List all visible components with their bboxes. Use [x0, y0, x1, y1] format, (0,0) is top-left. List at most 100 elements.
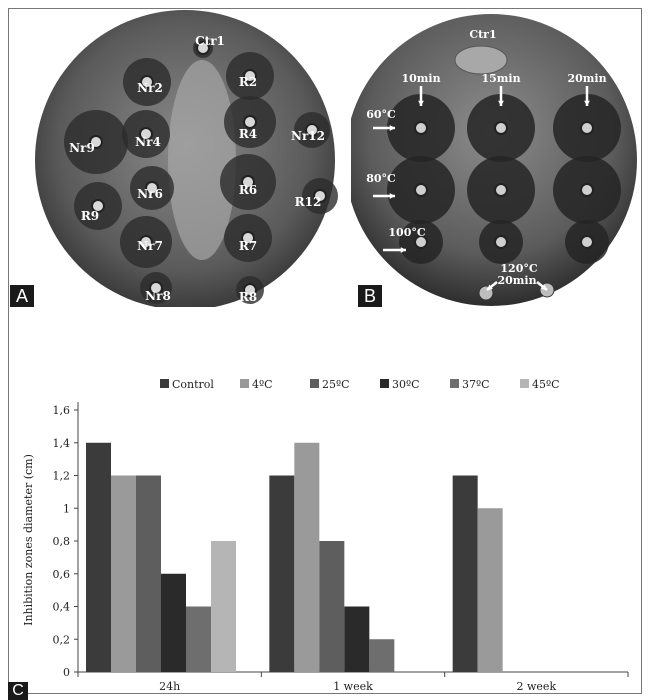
plate-b-label: 80°C [366, 172, 396, 185]
legend-label: 25ºC [322, 378, 350, 391]
well-a-8 [145, 181, 159, 195]
well-b [580, 235, 594, 249]
well-a-13 [241, 231, 255, 245]
plate-a-label: Nr4 [135, 135, 161, 149]
well-b [494, 121, 508, 135]
plate-a-label: R8 [239, 290, 257, 304]
y-tick-label: 1,6 [53, 404, 71, 417]
arrow-head [389, 193, 395, 199]
bar-45ºC-24h [211, 541, 236, 672]
legend-swatch [380, 379, 389, 388]
x-tick-label: 2 week [517, 680, 557, 693]
bar-Control-1 week [269, 475, 295, 672]
x-tick-label: 1 week [333, 680, 373, 693]
legend-swatch [240, 379, 249, 388]
plate-a-label: Ctr1 [195, 34, 225, 48]
legend-label: 4ºC [252, 378, 273, 391]
bar-4ºC-24h [111, 475, 136, 672]
arrow-head [584, 100, 590, 106]
y-tick-label: 0,8 [53, 535, 71, 548]
y-tick-label: 0,2 [53, 633, 71, 646]
plate-a-label: R4 [239, 127, 257, 141]
well-b [580, 121, 594, 135]
bar-Control-24h [86, 442, 111, 672]
plate-b-label: 20min [567, 72, 606, 85]
arrow-head [418, 100, 424, 106]
bar-4ºC-2 week [477, 508, 503, 672]
plate-a-label: R6 [239, 183, 257, 197]
legend-swatch [310, 379, 319, 388]
y-tick-label: 1,4 [53, 437, 71, 450]
y-tick-label: 0,6 [53, 568, 71, 581]
well-a-10 [91, 199, 105, 213]
legend-label: Control [172, 378, 214, 391]
bar-25ºC-1 week [319, 541, 345, 672]
plate-a-label: R9 [81, 209, 99, 223]
well-a-12 [139, 235, 153, 249]
well-a-1 [196, 41, 210, 55]
y-axis-label: Inhibition zones diameter (cm) [22, 454, 35, 626]
plate-a-label: Nr6 [137, 187, 163, 201]
plate-b-label: 20min [497, 274, 536, 287]
well-a-4 [139, 127, 153, 141]
well-b [414, 121, 428, 135]
plate-a-label: R2 [239, 75, 257, 89]
well-b [414, 183, 428, 197]
y-tick-label: 1 [63, 502, 70, 515]
bar-Control-2 week [452, 475, 478, 672]
bar-25ºC-24h [136, 475, 161, 672]
y-tick-label: 0,4 [53, 601, 71, 614]
plate-b-label: Ctr1 [469, 28, 496, 41]
control-well-b [454, 45, 508, 75]
well-a-9 [241, 175, 255, 189]
well-a-6 [305, 123, 319, 137]
plate-a-label: Nr12 [291, 129, 325, 143]
plate-a-label: Nr2 [137, 81, 163, 95]
well-b [414, 235, 428, 249]
legend-label: 45ºC [532, 378, 560, 391]
panel-label-b: B [358, 285, 382, 307]
plate-b-label: 120°C [500, 262, 537, 275]
legend-label: 37ºC [462, 378, 490, 391]
x-tick-label: 24h [159, 680, 180, 693]
well-a-14 [149, 281, 163, 295]
chart-legend: Control 4ºC 25ºC 30ºC 37ºC 45ºC [160, 378, 560, 391]
panel-label-c: C [8, 682, 28, 700]
plate-b-label: 60°C [366, 108, 396, 121]
well-b [494, 183, 508, 197]
well-a-3 [243, 69, 257, 83]
well-a-2 [140, 75, 154, 89]
panel-label-a: A [10, 285, 34, 307]
bar-37ºC-1 week [369, 639, 395, 672]
plate-a-label: Nr7 [137, 239, 163, 253]
y-tick-label: 0 [63, 666, 70, 679]
petri-dish-a: Ctr1 Nr2 R2 Nr4 R4 Nr12 Nr9 Nr6 R6 R9 R12 Nr7 R7 Nr8 R… [10, 10, 350, 307]
plate-a-label: Nr9 [69, 141, 95, 155]
arrow-head [400, 247, 406, 253]
arrow-head [487, 284, 493, 290]
legend-label: 30ºC [392, 378, 420, 391]
chart-bars [86, 442, 503, 672]
plate-b-label: 100°C [388, 226, 425, 239]
arrow-head [498, 100, 504, 106]
plate-b-label: 15min [481, 72, 520, 85]
well-a-15 [243, 283, 257, 297]
legend-swatch [450, 379, 459, 388]
well-a-5 [243, 115, 257, 129]
bar-30ºC-24h [161, 573, 186, 672]
plate-a-label: Nr8 [145, 289, 171, 303]
well-a-11 [313, 189, 327, 203]
bar-30ºC-1 week [344, 606, 370, 672]
plate-a-label: R12 [295, 195, 322, 209]
y-tick-label: 1,2 [53, 470, 71, 483]
arrow-head [389, 125, 395, 131]
legend-swatch [520, 379, 529, 388]
well-b [494, 235, 508, 249]
legend-swatch [160, 379, 169, 388]
chart-axes: 0 0,2 0,4 0,6 0,8 1 1,2 1,4 1,6 24h 1 week 2 week [53, 402, 629, 693]
bar-4ºC-1 week [294, 442, 320, 672]
inhibition-zone-chart: Control 4ºC 25ºC 30ºC 37ºC 45ºC 0 0,2 0,4 0,6 0,8… [22, 378, 629, 693]
well-a-7 [89, 135, 103, 149]
plate-a-label: R7 [239, 239, 257, 253]
